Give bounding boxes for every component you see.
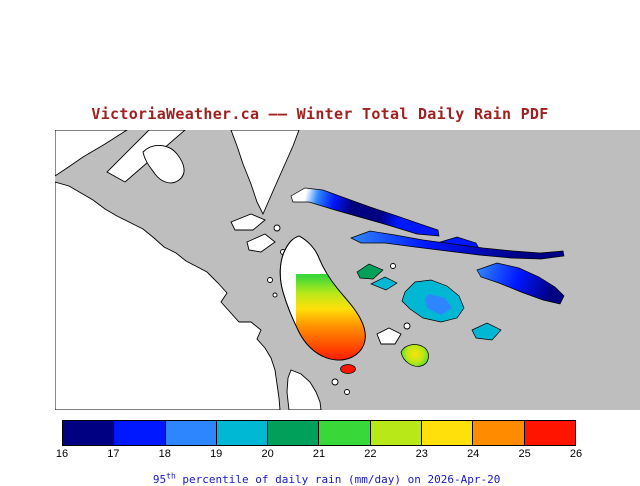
islet-cyan-southeast <box>471 322 502 341</box>
colorbar-segment <box>63 421 115 445</box>
colorbar-segment <box>216 421 269 445</box>
colorbar-tick-label: 17 <box>107 448 120 460</box>
small-island <box>376 327 402 345</box>
small-island <box>267 277 273 283</box>
plot-title: VictoriaWeather.ca —— Winter Total Daily… <box>91 105 549 123</box>
colorbar-tick-label: 25 <box>518 448 531 460</box>
colorbar-tick-label: 22 <box>364 448 377 460</box>
colorbar-tick-label: 26 <box>569 448 583 460</box>
islet-yellow-green <box>400 344 429 367</box>
island-blue-chain-lower <box>350 230 565 260</box>
colorbar-tick-label: 21 <box>312 448 326 460</box>
land-mass-north <box>230 130 300 216</box>
small-island <box>331 378 339 386</box>
colorbar-segment <box>268 421 320 445</box>
caption-superscript: th <box>166 471 176 481</box>
small-island <box>230 213 266 231</box>
colorbar-ticks: 16 17 18 19 20 21 22 23 24 25 26 <box>56 448 582 461</box>
colorbar-tick-label: 23 <box>415 448 428 460</box>
colorbar-segment <box>370 421 423 445</box>
colorbar <box>62 420 576 446</box>
colorbar-segment <box>319 421 371 445</box>
small-island <box>246 233 276 253</box>
colorbar-segment <box>165 421 217 445</box>
islet-red <box>340 364 356 374</box>
small-island <box>272 292 278 298</box>
island-blue-right <box>476 262 565 305</box>
small-island <box>273 224 281 232</box>
colorbar-segment <box>422 421 474 445</box>
island-blue-chain-upper <box>290 187 440 237</box>
rain-map <box>55 130 640 410</box>
colorbar-segment <box>473 421 525 445</box>
island-cyan-cluster-core <box>425 294 452 315</box>
colorbar-tick-label: 24 <box>467 448 480 460</box>
caption: 95th percentile of daily rain (mm/day) o… <box>0 460 640 486</box>
land-wedge-northwest <box>55 130 128 177</box>
colorbar-tick-label: 16 <box>55 448 69 460</box>
vancouver-island-coast <box>55 181 281 410</box>
small-island <box>390 263 396 269</box>
small-island <box>403 322 411 330</box>
islet-teal <box>356 263 384 280</box>
peninsula-south <box>286 369 322 410</box>
small-island <box>344 389 350 395</box>
colorbar-tick-label: 20 <box>261 448 274 460</box>
colorbar-segment <box>114 421 166 445</box>
colorbar-tick-label: 18 <box>158 448 171 460</box>
coastal-blob <box>142 145 185 184</box>
colorbar-segment <box>524 421 575 445</box>
colorbar-tick-label: 19 <box>210 448 223 460</box>
islet-cyan <box>370 276 398 291</box>
